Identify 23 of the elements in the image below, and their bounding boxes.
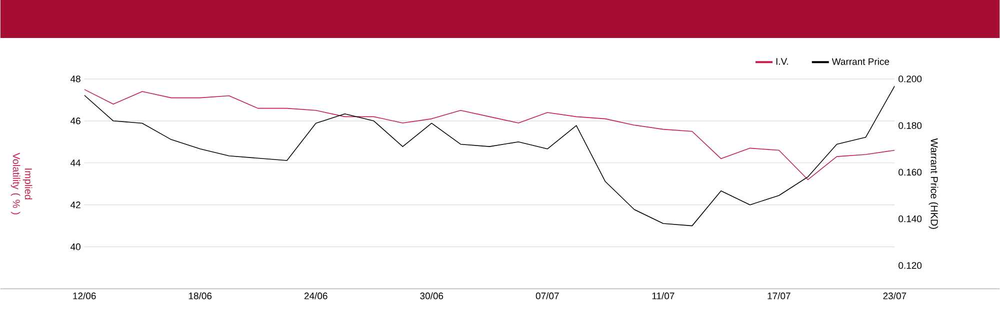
x-tick-label: 12/06 <box>73 292 96 300</box>
y2-tick-label: 0.140 <box>898 216 922 222</box>
y2-tick-label: 0.120 <box>898 262 922 269</box>
y-tick-label: 40 <box>70 244 80 250</box>
x-tick-label: 18/06 <box>188 292 212 300</box>
y-tick-label: 46 <box>70 118 80 124</box>
line-series <box>84 89 895 180</box>
x-tick-label: 24/06 <box>304 292 328 300</box>
y2-axis-title: Warrant Price (HKD) <box>928 138 938 229</box>
y-tick-label: 44 <box>70 160 81 166</box>
y-tick-label: 42 <box>70 202 80 208</box>
x-tick-label: 11/07 <box>652 292 674 300</box>
x-tick-label: 30/06 <box>420 292 444 300</box>
y-axis-title: Implied Volatility ( % ) <box>10 152 32 214</box>
x-tick-label: 07/07 <box>536 292 559 300</box>
y2-tick-label: 0.200 <box>898 76 922 82</box>
legend-label: I.V. <box>776 58 788 65</box>
y2-tick-label: 0.180 <box>898 122 922 130</box>
y2-tick-label: 0.160 <box>898 168 922 176</box>
legend-label: Warrant Price <box>832 58 890 66</box>
x-tick-label: 17/07 <box>768 292 790 300</box>
y-tick-label: 48 <box>70 76 80 82</box>
x-tick-label: 23/07 <box>883 292 906 300</box>
